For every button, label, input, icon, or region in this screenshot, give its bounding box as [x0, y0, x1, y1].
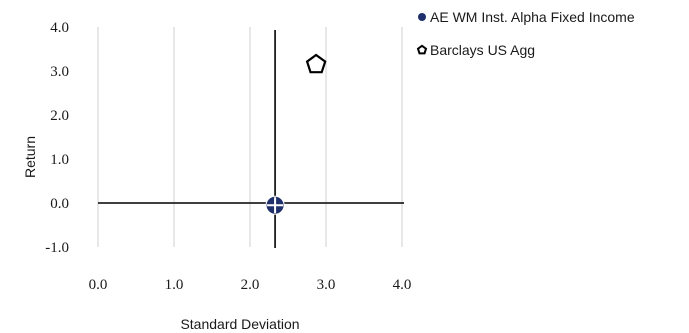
point-barclays-us-agg: [305, 53, 327, 74]
y-tick-label: 1.0: [50, 152, 69, 168]
legend-label: Barclays US Agg: [430, 42, 535, 58]
x-tick-label: 1.0: [165, 277, 184, 293]
legend-item: AE WM Inst. Alpha Fixed Income: [418, 9, 635, 25]
point-alpha-fixed-income: [265, 195, 285, 215]
x-tick-labels: 0.0 1.0 2.0 3.0 4.0: [89, 277, 412, 293]
y-tick-label: 3.0: [50, 64, 69, 80]
legend-label: AE WM Inst. Alpha Fixed Income: [430, 9, 635, 25]
x-tick-label: 4.0: [393, 277, 412, 293]
reference-lines: [98, 30, 404, 248]
y-tick-label: 2.0: [50, 108, 69, 124]
x-tick-label: 3.0: [317, 277, 336, 293]
legend-item: Barclays US Agg: [416, 42, 535, 58]
y-tick-label: 4.0: [50, 20, 69, 36]
y-tick-label: 0.0: [50, 196, 69, 212]
y-axis-title: Return: [22, 136, 38, 178]
legend-marker-circle: [418, 13, 426, 21]
legend-marker-pentagon: [416, 44, 428, 55]
gridlines: [97, 27, 403, 247]
legend: AE WM Inst. Alpha Fixed Income Barclays U…: [416, 9, 635, 58]
x-tick-label: 2.0: [241, 277, 260, 293]
x-axis-title: Standard Deviation: [180, 316, 299, 332]
data-points: [265, 53, 327, 215]
x-tick-label: 0.0: [89, 277, 108, 293]
y-tick-labels: -1.0 0.0 1.0 2.0 3.0 4.0: [45, 20, 69, 256]
y-tick-label: -1.0: [45, 240, 69, 256]
